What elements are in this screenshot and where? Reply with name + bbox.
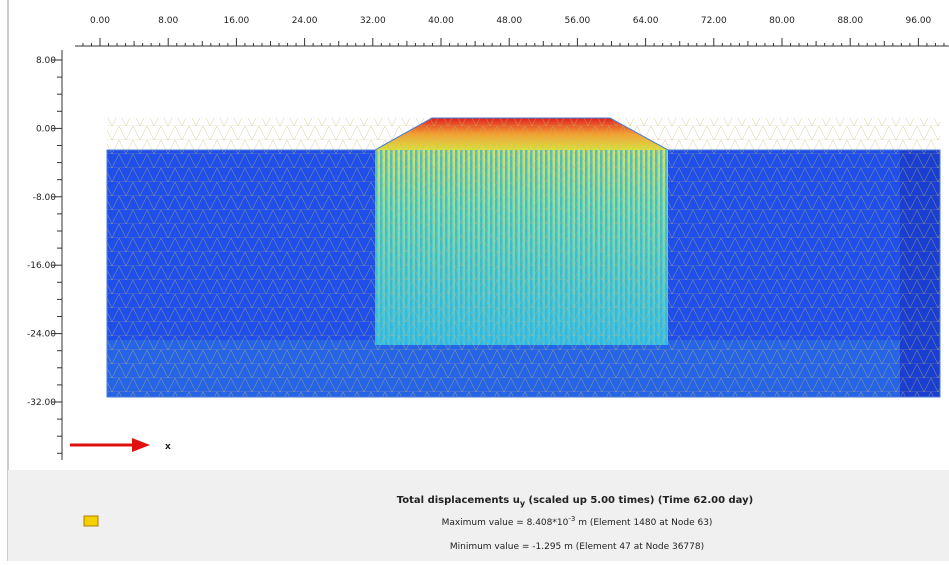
top-tick-label: 64.00 xyxy=(633,16,659,26)
left-tick-label: -32.00 xyxy=(27,398,56,408)
title-rest: (scaled up 5.00 times) (Time 62.00 day) xyxy=(525,495,753,506)
legend-icon[interactable] xyxy=(84,516,98,526)
left-tick-label: -8.00 xyxy=(33,193,57,203)
top-tick-label: 88.00 xyxy=(837,16,863,26)
page: 0.00 8.00 16.00 24.00 32.00 40.00 48.00 56.00 64… xyxy=(0,0,949,565)
title-text: Total displacements u xyxy=(397,495,520,506)
max-text: Maximum value = 8.408*10 xyxy=(442,518,569,528)
top-tick-label: 56.00 xyxy=(565,16,591,26)
max-exp: -3 xyxy=(568,515,575,523)
top-tick-label: 0.00 xyxy=(90,16,110,26)
top-tick-label: 16.00 xyxy=(224,16,250,26)
top-tick-label: 80.00 xyxy=(769,16,795,26)
mesh xyxy=(107,118,940,397)
top-tick-label: 96.00 xyxy=(906,16,932,26)
left-tick-label: 0.00 xyxy=(36,124,56,134)
left-tick-label: -24.00 xyxy=(27,330,56,340)
top-tick-label: 40.00 xyxy=(428,16,454,26)
left-tick-label: -16.00 xyxy=(27,261,56,271)
top-tick-label: 8.00 xyxy=(158,16,178,26)
axis-label: x xyxy=(165,442,171,452)
plot-view: 0.00 8.00 16.00 24.00 32.00 40.00 48.00 56.00 64… xyxy=(0,0,949,561)
top-tick-label: 32.00 xyxy=(360,16,386,26)
top-tick-label: 72.00 xyxy=(701,16,727,26)
max-rest: m (Element 1480 at Node 63) xyxy=(575,518,712,528)
top-tick-label: 48.00 xyxy=(496,16,522,26)
caption-min: Minimum value = -1.295 m (Element 47 at … xyxy=(450,542,704,552)
top-tick-label: 24.00 xyxy=(292,16,318,26)
left-tick-label: 8.00 xyxy=(36,56,56,66)
